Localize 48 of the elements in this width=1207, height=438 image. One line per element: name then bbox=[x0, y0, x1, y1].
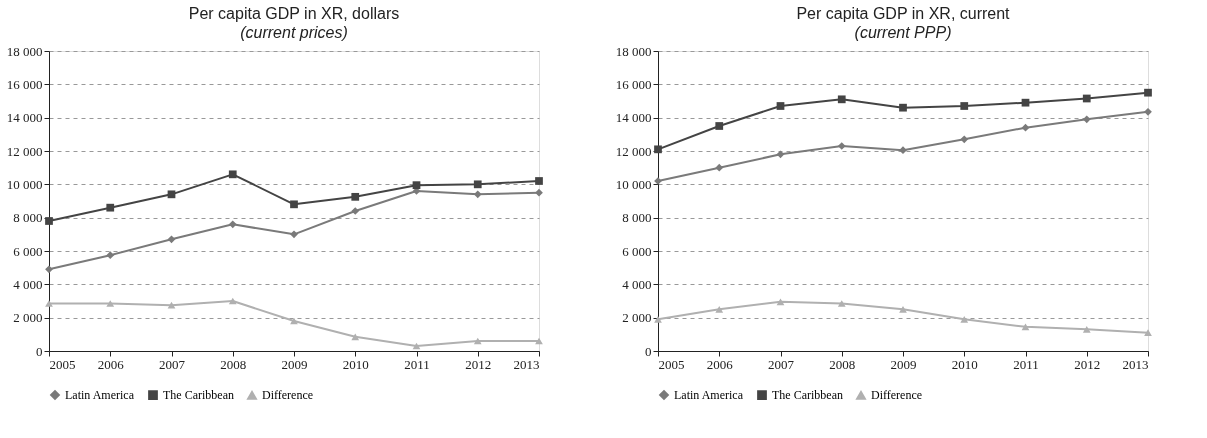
legend-label: Latin America bbox=[65, 388, 135, 403]
y-tick-label: 16 000 bbox=[615, 76, 652, 92]
chart-subtitle: (current prices) bbox=[240, 24, 348, 41]
x-tick-label: 2013 bbox=[513, 356, 540, 372]
y-tick-label: 18 000 bbox=[615, 43, 652, 59]
x-tick-label: 2009 bbox=[890, 356, 917, 372]
chart-title: Per capita GDP in XR, current bbox=[796, 5, 1011, 22]
x-tick-label: 2005 bbox=[49, 356, 76, 372]
y-tick-label: 12 000 bbox=[6, 143, 43, 159]
x-tick-label: 2006 bbox=[97, 356, 125, 372]
x-tick-label: 2010 bbox=[342, 356, 369, 372]
y-tick-label: 8 000 bbox=[622, 210, 652, 226]
legend-label: Latin America bbox=[674, 388, 744, 403]
x-tick-label: 2012 bbox=[1074, 356, 1101, 372]
x-tick-label: 2005 bbox=[658, 356, 685, 372]
x-tick-label: 2010 bbox=[951, 356, 978, 372]
x-tick-label: 2011 bbox=[404, 356, 430, 372]
y-tick-label: 6 000 bbox=[13, 243, 43, 259]
x-tick-label: 2007 bbox=[768, 356, 795, 372]
x-tick-label: 2006 bbox=[706, 356, 734, 372]
y-tick-label: 14 000 bbox=[615, 110, 652, 126]
chart-title: Per capita GDP in XR, dollars bbox=[188, 5, 400, 22]
x-tick-label: 2007 bbox=[159, 356, 186, 372]
y-tick-label: 14 000 bbox=[6, 110, 43, 126]
x-tick-label: 2009 bbox=[281, 356, 308, 372]
y-tick-label: 10 000 bbox=[6, 176, 43, 192]
x-tick-label: 2013 bbox=[1122, 356, 1149, 372]
y-tick-label: 0 bbox=[36, 343, 43, 359]
legend-label: Difference bbox=[262, 388, 314, 403]
y-tick-label: 12 000 bbox=[615, 143, 652, 159]
x-tick-label: 2011 bbox=[1013, 356, 1039, 372]
y-tick-label: 8 000 bbox=[13, 210, 43, 226]
x-tick-label: 2008 bbox=[220, 356, 247, 372]
y-tick-label: 4 000 bbox=[13, 276, 43, 292]
y-tick-label: 2 000 bbox=[13, 310, 43, 326]
x-tick-label: 2008 bbox=[829, 356, 856, 372]
y-tick-label: 2 000 bbox=[622, 310, 652, 326]
legend-label: The Caribbean bbox=[163, 388, 234, 403]
y-tick-label: 6 000 bbox=[622, 243, 652, 259]
legend-label: The Caribbean bbox=[772, 388, 843, 403]
y-tick-label: 0 bbox=[645, 343, 652, 359]
legend-label: Difference bbox=[871, 388, 923, 403]
y-tick-label: 16 000 bbox=[6, 76, 43, 92]
y-tick-label: 18 000 bbox=[6, 43, 43, 59]
chart-subtitle: (current PPP) bbox=[854, 24, 952, 41]
y-tick-label: 4 000 bbox=[622, 276, 652, 292]
x-tick-label: 2012 bbox=[465, 356, 492, 372]
y-tick-label: 10 000 bbox=[615, 176, 652, 192]
